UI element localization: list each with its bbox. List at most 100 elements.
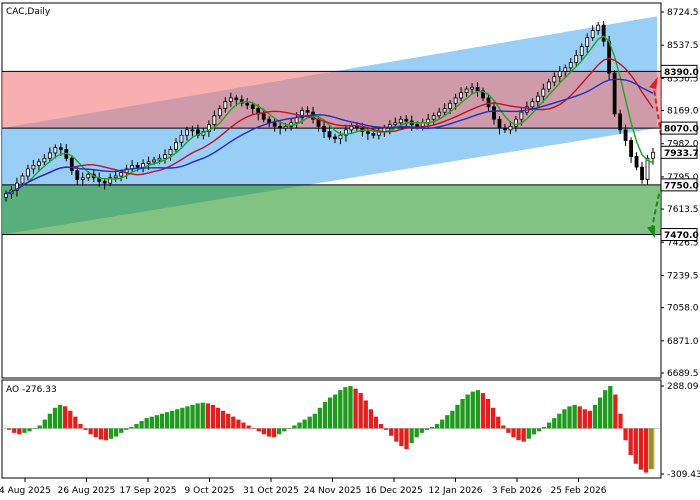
candle-body	[327, 131, 332, 138]
ao-bar	[404, 428, 409, 450]
candle-body	[36, 161, 41, 166]
current-price-box	[660, 145, 698, 159]
candle-body	[651, 151, 655, 159]
forecast-up-arrowhead	[649, 76, 658, 90]
forecast-down-arrowhead	[647, 225, 655, 239]
candle-body	[568, 62, 573, 69]
y-tick-label: 6689.5	[667, 369, 699, 379]
ao-y-tick-label: 288.09	[667, 382, 699, 392]
candle-body	[250, 104, 255, 109]
ao-bar	[628, 428, 633, 455]
x-tick-label: 24 Nov 2025	[304, 486, 362, 496]
candle-body	[618, 113, 623, 131]
ao-bar	[373, 416, 379, 429]
candle-body	[470, 86, 474, 90]
ao-bar	[134, 424, 139, 429]
level-label-box	[660, 228, 698, 242]
candle-body	[322, 125, 326, 133]
ao-bar	[37, 425, 42, 429]
ao-bar	[190, 404, 195, 429]
ao-bar	[333, 394, 338, 429]
candle-body	[69, 157, 74, 172]
candle-body	[113, 175, 118, 179]
x-axis: 4 Aug 2025 26 Aug 2025 17 Sep 2025 9 Oct 20…	[0, 478, 607, 496]
ao-bar	[531, 428, 537, 435]
candle-body	[371, 133, 376, 136]
ao-bar	[236, 419, 241, 429]
ao-bar	[149, 416, 154, 429]
candle-body	[333, 136, 337, 140]
level-label: 8390.0	[664, 68, 699, 78]
ao-bar	[231, 416, 236, 429]
candle-body	[108, 177, 113, 184]
candle-body	[579, 46, 584, 56]
ao-bar	[124, 428, 129, 430]
y-tick-label: 6871.0	[667, 337, 699, 347]
candle-body	[437, 111, 442, 117]
ao-bar	[475, 390, 480, 429]
candle-body	[431, 115, 436, 120]
ao-bar	[302, 419, 307, 429]
ao-bar	[256, 428, 261, 432]
level-label-box	[660, 121, 698, 135]
candle-body	[75, 170, 80, 180]
ao-bar	[389, 428, 394, 436]
forecast-up-arrow	[652, 81, 662, 136]
ao-bar	[170, 410, 175, 429]
moving-average-line	[5, 35, 654, 195]
ao-bar	[496, 416, 501, 429]
candle-body	[557, 70, 562, 78]
candle-body	[190, 129, 195, 132]
ao-bar	[526, 428, 531, 439]
x-tick-label: 3 Feb 2026	[492, 486, 543, 496]
ao-bar	[419, 428, 424, 433]
candle-body	[398, 118, 403, 124]
ao-bar	[78, 424, 83, 429]
ao-bar	[343, 387, 348, 429]
candle-body	[530, 101, 535, 108]
ao-bar	[409, 428, 414, 444]
candle-body	[119, 172, 124, 177]
candle-body	[168, 148, 173, 156]
ao-bar	[292, 425, 297, 429]
candle-body	[464, 88, 469, 94]
ao-bar	[307, 416, 312, 429]
candle-body	[552, 76, 557, 83]
candle-body	[80, 177, 85, 180]
ao-bar	[521, 428, 526, 442]
ao-bar	[88, 428, 93, 435]
ao-bar	[608, 386, 613, 429]
zone-resistance	[2, 71, 661, 129]
candle-body	[601, 24, 606, 42]
candle-body	[206, 124, 211, 133]
candle-body	[585, 37, 590, 47]
candle-body	[15, 182, 19, 191]
ao-bar	[434, 424, 440, 429]
candle-body	[365, 131, 370, 134]
ao-bar	[195, 403, 200, 429]
ao-bar	[180, 407, 185, 429]
candle-body	[492, 106, 496, 120]
ao-bar	[32, 428, 37, 429]
candle-body	[338, 134, 343, 140]
ao-bar	[282, 428, 287, 432]
ao-bar	[93, 428, 98, 438]
ao-bar	[154, 415, 160, 429]
price-panel: 8724.5 8537.5 8350.5 8169.0 7982.0 7795.0 7613…	[1, 2, 699, 379]
ao-bar	[638, 428, 644, 470]
moving-average-line	[5, 57, 654, 195]
ao-bar	[144, 418, 149, 429]
ao-bar	[103, 428, 109, 441]
candle-body	[349, 125, 354, 131]
candle-body	[283, 125, 288, 129]
ao-bar	[297, 422, 302, 429]
ao-bar	[582, 409, 587, 429]
candle-body	[546, 81, 551, 90]
ao-y-tick-label: -309.43	[667, 470, 700, 480]
ao-bar	[98, 428, 103, 440]
ao-bar	[215, 407, 221, 429]
ao-bar	[455, 404, 460, 429]
ao-bar	[470, 391, 475, 429]
candle-body	[508, 125, 513, 131]
candle-body	[4, 193, 8, 198]
